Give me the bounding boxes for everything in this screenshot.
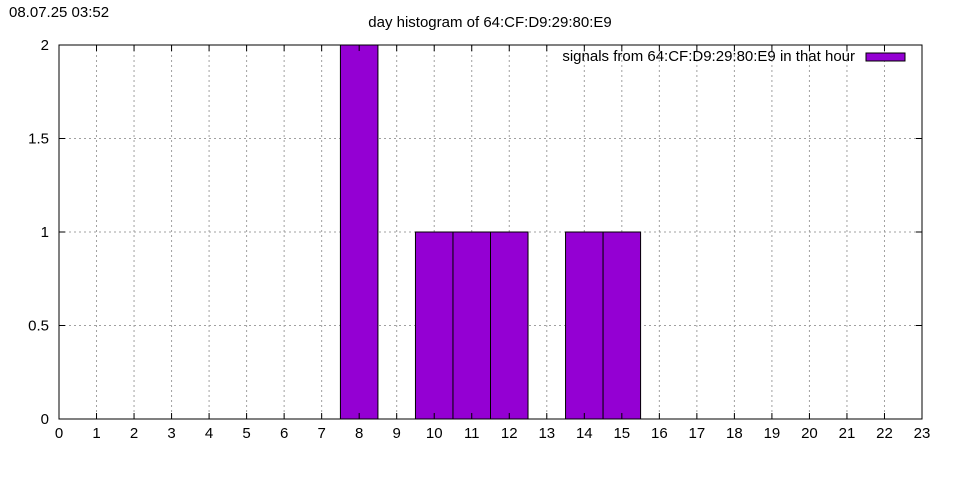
y-tick-label: 2	[41, 37, 49, 54]
x-tick-label: 22	[876, 425, 893, 442]
bar	[414, 231, 454, 420]
y-tick-label: 0.5	[28, 318, 49, 335]
x-tick-label: 20	[801, 425, 818, 442]
x-tick-label: 2	[130, 425, 138, 442]
x-tick-label: 16	[651, 425, 668, 442]
timestamp: 08.07.25 03:52	[9, 4, 110, 21]
bar	[565, 231, 604, 420]
x-tick-label: 12	[501, 425, 518, 442]
x-tick-label: 6	[280, 425, 288, 442]
y-tick-label: 1	[41, 224, 49, 241]
legend: signals from 64:CF:D9:29:80:E9 in that h…	[562, 48, 906, 65]
x-tick-label: 13	[538, 425, 555, 442]
chart-title: day histogram of 64:CF:D9:29:80:E9	[368, 14, 611, 31]
x-tick-label: 21	[839, 425, 856, 442]
x-tick-label: 15	[613, 425, 630, 442]
x-tick-label: 18	[726, 425, 743, 442]
x-tick-label: 17	[689, 425, 706, 442]
bar	[339, 44, 379, 420]
x-tick-label: 8	[355, 425, 363, 442]
x-tick-label: 3	[167, 425, 175, 442]
bar	[602, 231, 642, 420]
x-tick-label: 11	[464, 425, 480, 442]
x-tick-label: 1	[92, 425, 100, 442]
bar	[452, 231, 492, 420]
legend-swatch	[865, 52, 906, 62]
x-tick-label: 0	[55, 425, 63, 442]
x-tick-label: 5	[242, 425, 250, 442]
x-tick-label: 9	[393, 425, 401, 442]
x-tick-label: 19	[764, 425, 781, 442]
legend-label: signals from 64:CF:D9:29:80:E9 in that h…	[562, 48, 855, 65]
y-tick-label: 1.5	[28, 131, 49, 148]
x-tick-label: 7	[317, 425, 325, 442]
x-tick-label: 4	[205, 425, 213, 442]
x-tick-label: 14	[576, 425, 593, 442]
x-tick-label: 10	[426, 425, 443, 442]
axes: 0 1 2 3 4 5 6 7 8 9 10 11 12 13 14 15 16 17 18 19 20 21 22 2300…	[28, 37, 930, 442]
bars	[339, 44, 642, 420]
bar	[490, 231, 529, 420]
y-tick-label: 0	[41, 411, 49, 428]
x-tick-label: 23	[914, 425, 931, 442]
